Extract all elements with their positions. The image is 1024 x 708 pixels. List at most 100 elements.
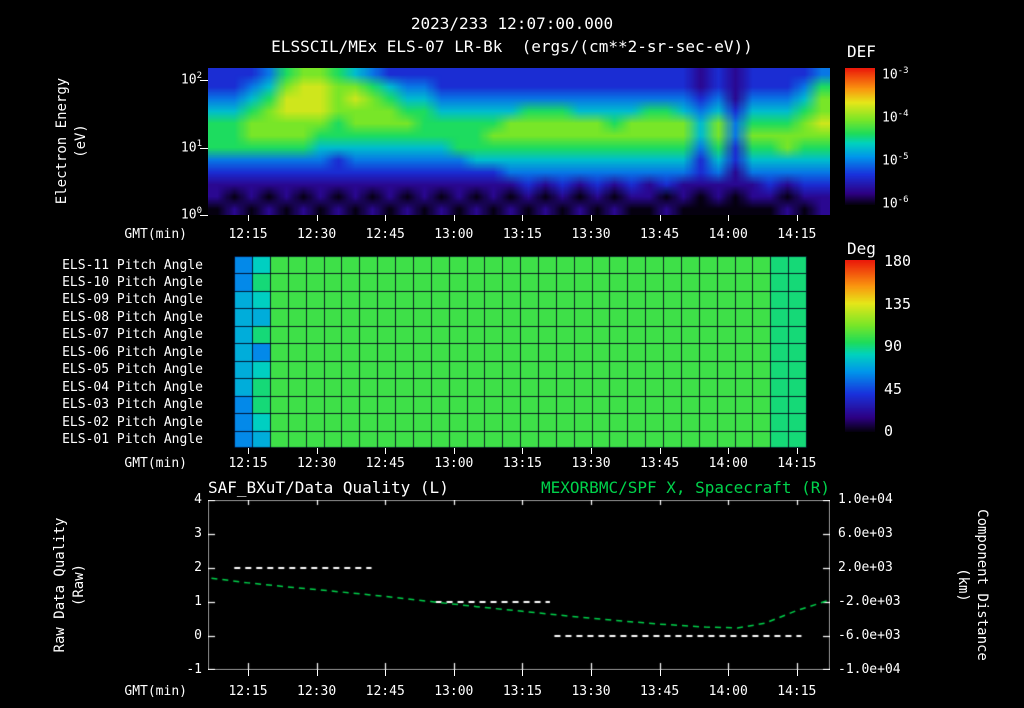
gmt-axis-label-2: GMT(min) [124,456,187,471]
x-axis-tick-mark [728,448,730,454]
pitch-row-label: ELS-04 Pitch Angle [62,379,203,395]
energy-tick-label: 101 [150,139,202,155]
time-tick-label: 14:00 [708,227,748,242]
time-tick-label: 13:00 [434,227,474,242]
distance-axis-label-line1: Component Distance [974,509,990,661]
pitch-row-label: ELS-01 Pitch Angle [62,432,203,448]
time-tick-label: 13:30 [571,227,611,242]
x-axis-tick-mark [659,670,661,676]
pitch-row-label: ELS-07 Pitch Angle [62,327,203,343]
energy-tick-label: 100 [150,206,202,222]
distance-axis-tick-label: 6.0e+03 [838,526,893,541]
x-axis-tick-mark [796,448,798,454]
time-tick-label: 12:45 [365,684,405,699]
x-axis-tick-mark [522,215,524,221]
x-axis-tick-mark [453,448,455,454]
time-tick-label: 13:00 [434,684,474,699]
x-axis-tick-mark [316,215,318,221]
x-axis-tick-mark [316,448,318,454]
x-axis-tick-mark [659,215,661,221]
energy-tick-label-base: 10 [180,139,197,155]
def-colorbar-tick-label-exp: -3 [897,66,909,76]
pitch-row-label: ELS-06 Pitch Angle [62,344,203,360]
x-axis-tick-mark [522,670,524,676]
gmt-axis-label-3: GMT(min) [124,684,187,699]
pitch-row-label: ELS-11 Pitch Angle [62,257,203,273]
def-colorbar-tick-label-base: 10 [882,67,898,83]
def-colorbar-tick-label: 10-5 [882,152,909,168]
quality-axis-tick-label: 0 [194,628,202,643]
quality-axis-tick-label: 1 [194,594,202,609]
distance-axis-tick-label: 1.0e+04 [838,492,893,507]
time-tick-label: 12:15 [228,456,268,471]
def-colorbar-tick-label-base: 10 [882,153,898,169]
quality-title: SAF_BXuT/Data Quality (L) [208,478,449,497]
def-colorbar-tick-label-exp: -4 [897,109,909,119]
quality-axis-label-line2: (Raw) [71,563,87,607]
def-colorbar-tick-label-base: 10 [882,110,898,126]
distance-axis-tick-label: 2.0e+03 [838,560,893,575]
quality-axis-tick-label: 2 [194,560,202,575]
pitch-row-label: ELS-10 Pitch Angle [62,274,203,290]
time-tick-label: 13:30 [571,456,611,471]
time-tick-label: 13:45 [640,456,680,471]
time-tick-label: 13:15 [502,684,542,699]
energy-tick-label-base: 10 [180,207,197,223]
distance-axis-tick-label: -2.0e+03 [838,594,901,609]
energy-axis-label-line1: Electron Energy [54,77,70,205]
pitch-row-label: ELS-05 Pitch Angle [62,362,203,378]
def-colorbar-tick-label: 10-4 [882,109,909,125]
x-axis-tick-mark [453,215,455,221]
x-axis-tick-mark [728,215,730,221]
x-axis-tick-mark [659,448,661,454]
distance-title: MEXORBMC/SPF X, Spacecraft (R) [541,478,830,497]
deg-colorbar-tick-label: 0 [884,422,894,440]
distance-axis-label: Component Distance (km) [953,475,991,695]
quality-axis-tick-label: 3 [194,526,202,541]
y-axis-tick-mark [200,215,208,216]
energy-tick-label: 102 [150,71,202,87]
x-axis-tick-mark [522,448,524,454]
energy-axis-label-line2: (eV) [73,124,89,158]
def-colorbar-tick-label-base: 10 [882,196,898,212]
x-axis-tick-mark [796,215,798,221]
time-tick-label: 14:15 [777,684,817,699]
time-tick-label: 14:00 [708,456,748,471]
electron-energy-spectrogram [208,68,830,215]
quality-axis-label-line1: Raw Data Quality [52,517,68,653]
x-axis-tick-mark [316,670,318,676]
distance-axis-tick-label: -1.0e+04 [838,662,901,677]
pitch-row-label: ELS-03 Pitch Angle [62,397,203,413]
time-tick-label: 14:15 [777,456,817,471]
x-axis-tick-mark [453,670,455,676]
y-axis-tick-mark [200,148,208,149]
def-colorbar-tick-label: 10-3 [882,66,909,82]
gmt-axis-label-1: GMT(min) [124,227,187,242]
def-colorbar-tick-label-exp: -5 [897,152,909,162]
quality-distance-plot [208,500,830,670]
time-tick-label: 12:30 [297,684,337,699]
x-axis-tick-mark [591,448,593,454]
energy-tick-label-base: 10 [180,72,197,88]
def-colorbar-title: DEF [847,42,876,61]
energy-axis-label: Electron Energy (eV) [53,31,91,251]
def-colorbar-tick-label: 10-6 [882,195,909,211]
time-tick-label: 13:15 [502,456,542,471]
time-tick-label: 12:15 [228,684,268,699]
x-axis-tick-mark [248,448,250,454]
time-tick-label: 12:45 [365,227,405,242]
time-tick-label: 12:45 [365,456,405,471]
x-axis-tick-mark [248,670,250,676]
energy-tick-label-exp: 1 [196,138,202,149]
pitch-row-label: ELS-09 Pitch Angle [62,292,203,308]
x-axis-tick-mark [728,670,730,676]
distance-axis-label-line2: (km) [955,568,971,602]
time-tick-label: 13:45 [640,684,680,699]
x-axis-tick-mark [385,215,387,221]
deg-colorbar-title: Deg [847,239,876,258]
def-colorbar-tick-label-exp: -6 [897,195,909,205]
time-tick-label: 13:45 [640,227,680,242]
time-tick-label: 12:15 [228,227,268,242]
deg-colorbar-tick-label: 90 [884,337,903,355]
